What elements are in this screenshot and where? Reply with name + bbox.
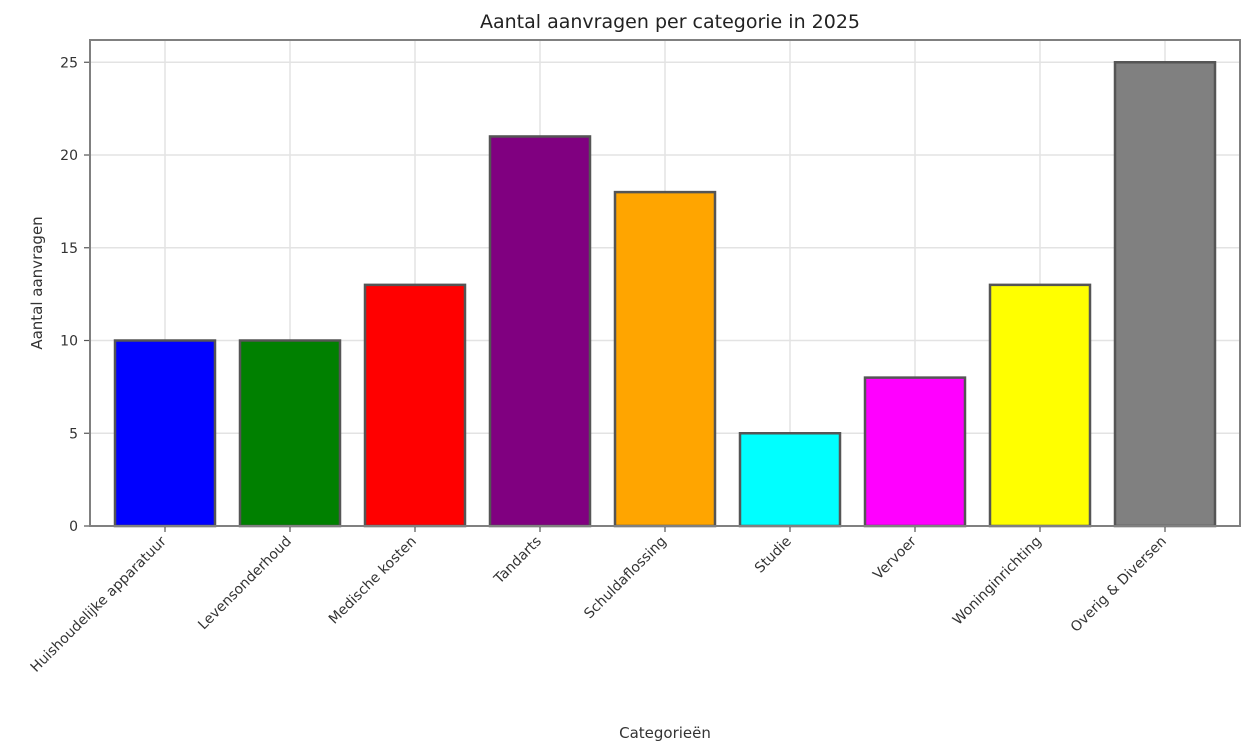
y-tick-label: 10 [60, 334, 78, 350]
plot-frame [89, 39, 1241, 527]
bars [113, 61, 1217, 528]
y-tick-label: 0 [69, 519, 78, 535]
bar [738, 432, 842, 528]
x-tick-label: Woninginrichting [950, 534, 1045, 629]
x-tick-label: Levensonderhoud [195, 534, 295, 634]
y-tick-label: 20 [60, 148, 78, 164]
x-tick-label: Tandarts [491, 534, 545, 588]
x-axis-title: Categorieën [619, 724, 711, 742]
x-tick-label: Vervoer [870, 533, 920, 583]
x-tick-label: Huishoudelijke apparatuur [28, 533, 170, 675]
x-tick-label: Overig & Diversen [1068, 534, 1170, 636]
bar [363, 283, 467, 528]
bar [238, 339, 342, 528]
y-tick-label: 25 [60, 55, 78, 71]
x-tick-label: Studie [752, 534, 795, 577]
y-tick-label: 15 [60, 241, 78, 257]
y-tick-label: 5 [69, 426, 78, 442]
bar [613, 190, 717, 528]
x-tick-label: Schuldaflossing [581, 534, 670, 623]
bar [113, 339, 217, 528]
bar [988, 283, 1092, 528]
x-tick-label: Medische kosten [326, 534, 420, 628]
chart-title: Aantal aanvragen per categorie in 2025 [480, 11, 860, 33]
bar [1113, 61, 1217, 528]
bar [488, 135, 592, 528]
y-axis-title: Aantal aanvragen [28, 216, 46, 349]
bar [863, 376, 967, 528]
